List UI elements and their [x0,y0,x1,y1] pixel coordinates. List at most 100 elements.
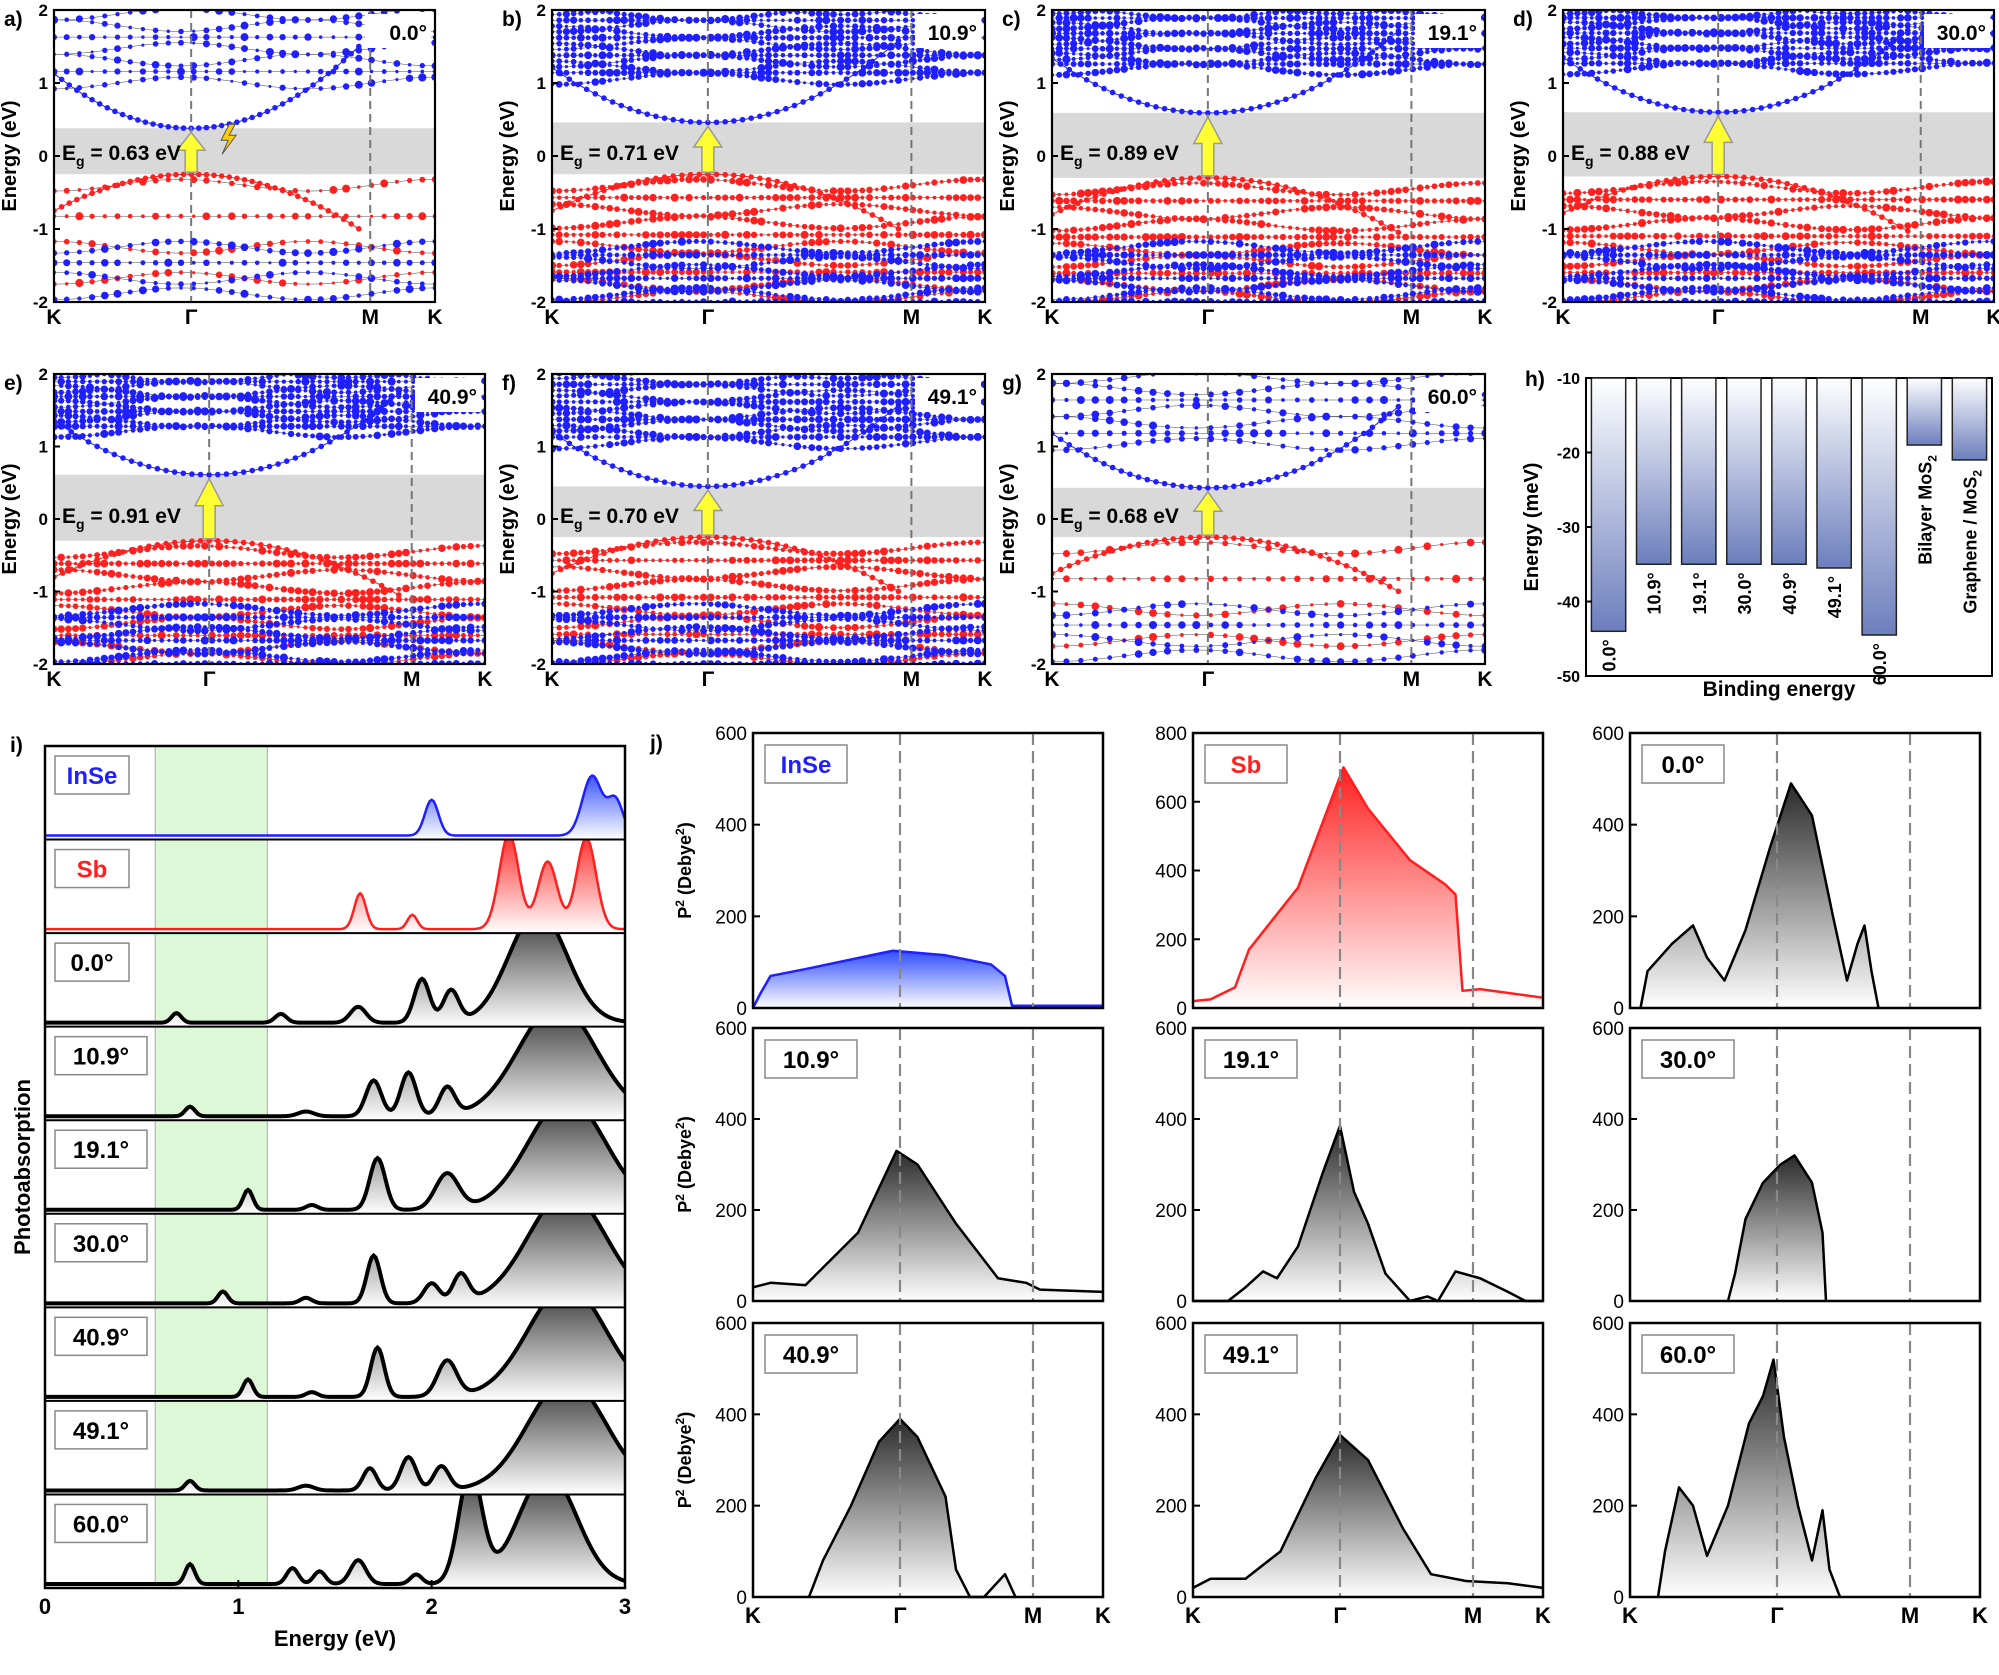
series-label: 49.1° [73,1418,129,1445]
chart-title: Binding energy [1703,678,1856,701]
plot-frame [1191,1026,1545,1303]
band-lines [54,374,485,664]
band-lines [1563,10,1994,302]
y-tick-label: 200 [1155,1497,1187,1518]
angle-label: 49.1° [928,386,977,409]
photoabsorption-chart: InSe Sb 0.0° 10.9° 19.1° 30.0° 40.9° 49.1° 60.0°… [10,734,631,1651]
x-tick-label: M [903,306,921,329]
x-tick-label: 3 [619,1594,631,1619]
y-tick-label: 200 [715,907,747,928]
x-tick-label: K [1477,668,1492,691]
series-label-box [54,755,130,795]
gap-region [1052,487,1485,538]
plot-frame [43,744,627,1590]
x-tick-label: M [1403,668,1421,691]
absorption-area [45,1400,625,1495]
y-tick-label: 1 [39,438,48,457]
x-tick-label: M [403,668,421,691]
band-gap-label: Eg = 0.63 eV [62,142,181,169]
gap-region [54,474,485,541]
y-tick-label: -2 [33,655,48,674]
panel-label: 10.9° [783,1047,839,1074]
y-tick-label: 0 [39,510,48,529]
y-axis-label: Energy (eV) [997,463,1019,574]
x-tick-label: M [903,668,921,691]
y-tick-label: 400 [1155,862,1187,883]
angle-label: 0.0° [389,22,427,45]
y-tick-label: 600 [1155,1314,1187,1335]
y-tick-label: 2 [39,365,48,384]
y-tick-label: -1 [531,583,546,602]
plot-frame [751,731,1105,1010]
bar [1771,377,1807,565]
x-tick-label: K [46,306,61,329]
x-tick-label: Γ [1202,306,1215,329]
y-tick-label: -1 [1031,220,1046,239]
bar-label: 19.1° [1690,572,1710,614]
absorption-line [45,1400,625,1493]
absorption-area [45,1307,625,1401]
band-panel-5: 49.1° Eg = 0.70 eV f) -2 -1 0 1 2 Energy (eV) K Γ M… [497,365,993,691]
band-gap-label: Eg = 0.70 eV [560,505,679,532]
y-tick-label: 0 [1176,1588,1187,1609]
shaded-region [154,745,268,1589]
panel-label: Sb [1231,752,1262,779]
gap-region [54,128,435,175]
band-gap-label: Eg = 0.68 eV [1060,505,1179,532]
x-tick-label: K [1972,1603,1988,1628]
panel-letter: g) [1002,372,1022,395]
angle-label-box [365,14,431,48]
x-tick-label: Γ [203,668,216,691]
y-tick-label: -1 [1542,220,1557,239]
dipole-line [1192,766,1544,1003]
band-gap-label: Eg = 0.71 eV [560,142,679,169]
y-tick-label: 1 [1037,438,1046,457]
absorption-line [45,1213,625,1306]
y-tick-label: 600 [715,724,747,745]
bar [1680,377,1717,565]
band-panel-1: 10.9° Eg = 0.71 eV b) -2 -1 0 1 2 Energy (eV) K Γ M… [497,1,993,329]
bar-label: 10.9° [1645,572,1665,614]
excitation-arrow-icon [1192,115,1224,177]
y-axis-label: Energy (eV) [1508,100,1530,211]
y-tick-label: -1 [531,220,546,239]
dipole-panel-3: 10.9° 0 200 400 600 P2 (Debye2) [673,1019,1105,1313]
x-tick-label: K [1044,668,1059,691]
lightning-icon [220,123,238,155]
band-panel-4: 40.9° Eg = 0.91 eV e) -2 -1 0 1 2 Energy (eV) K Γ M… [0,365,493,691]
plot-frame [1628,1026,1982,1303]
bar-label: Graphene / MoS2 [1960,470,1984,614]
gap-region [552,122,985,175]
absorption-line [45,1120,625,1212]
dipole-panel-8: 60.0° 0 200 400 600 K Γ M K [1592,1314,1988,1628]
y-tick-label: 600 [715,1019,747,1040]
band-gap-label: Eg = 0.91 eV [62,505,181,532]
angle-label-box [1415,378,1481,412]
gap-region [1563,112,1994,177]
angle-label: 19.1° [1428,22,1477,45]
panel-label: 0.0° [1662,752,1705,779]
y-tick-label: 200 [1592,1497,1624,1518]
dipole-area [1193,1125,1543,1301]
excitation-arrow-icon [1702,114,1734,176]
x-tick-label: K [544,668,559,691]
angle-label-box [915,378,981,412]
y-axis-label: Energy (eV) [497,100,519,211]
y-tick-label: 0 [1613,999,1624,1020]
excitation-arrow-icon [692,489,724,536]
plot-frame [1628,731,1982,1010]
x-tick-label: K [46,668,61,691]
series-label-box [54,848,130,889]
bar [1635,377,1672,565]
series-label-box [54,1503,148,1544]
x-tick-label: Γ [1712,306,1725,329]
series-label: 40.9° [73,1324,129,1351]
absorption-line [45,933,625,1025]
gap-region [552,486,985,538]
dipole-line [1639,782,1880,1009]
panel-label-box [764,744,848,784]
gap-region [1052,112,1485,178]
x-tick-label: K [427,306,442,329]
x-tick-label: K [745,1603,761,1628]
y-tick-label: 400 [1592,1110,1624,1131]
